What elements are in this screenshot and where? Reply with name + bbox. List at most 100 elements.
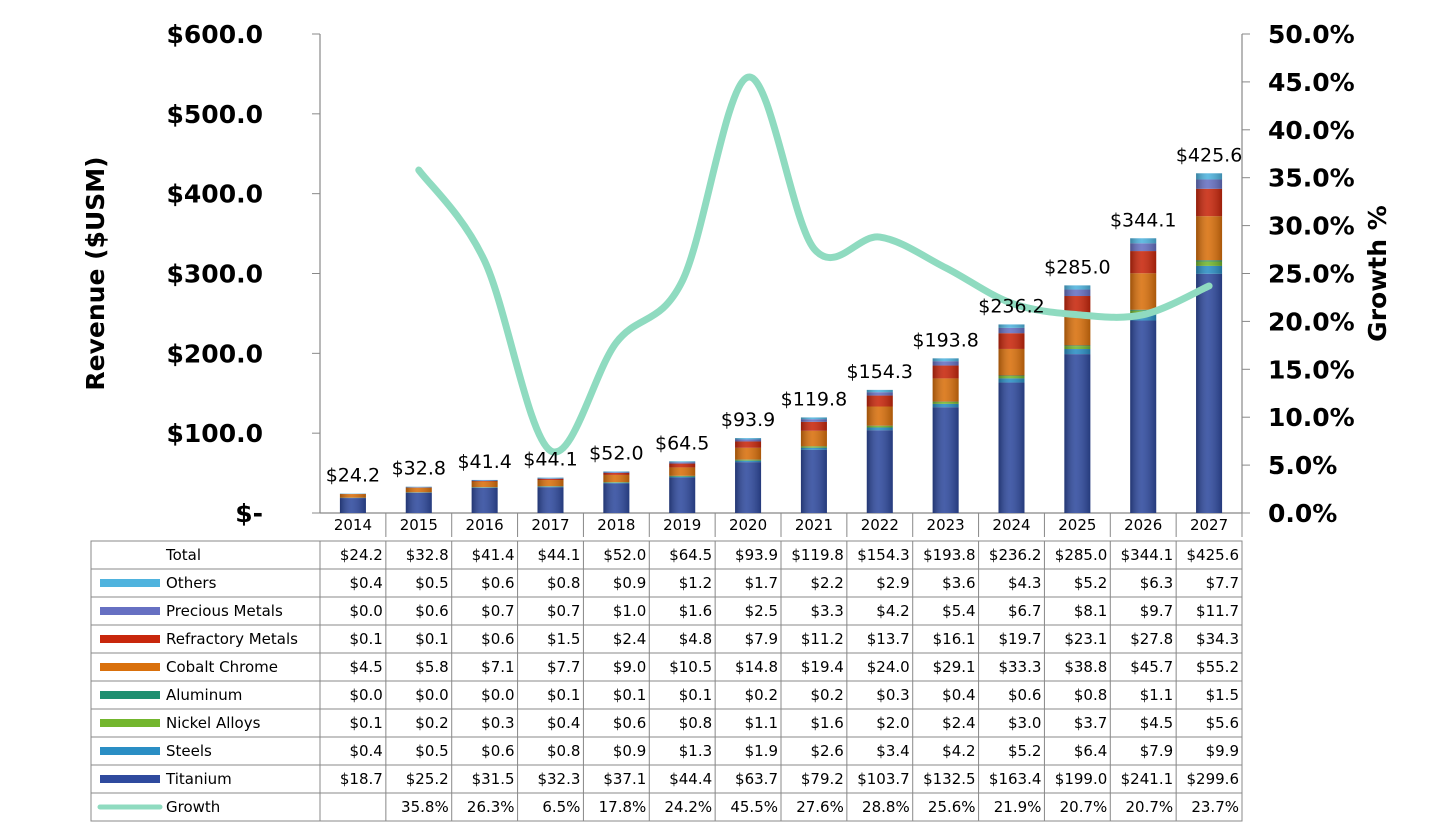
total-data-label: $64.5: [655, 432, 709, 454]
y2-tick-label: 15.0%: [1268, 355, 1355, 384]
table-cell: $34.3: [1196, 630, 1239, 648]
row-label: Others: [166, 574, 217, 592]
table-cell: $38.8: [1064, 658, 1107, 676]
table-cell: $7.1: [481, 658, 514, 676]
bar-shading: [603, 471, 630, 513]
table-cell: $11.2: [801, 630, 844, 648]
y2-tick-label: 35.0%: [1268, 164, 1355, 193]
table-cell: $132.5: [923, 770, 976, 788]
y2-tick-label: 30.0%: [1268, 212, 1355, 241]
y2-tick-label: 0.0%: [1268, 499, 1337, 528]
table-cell: $1.5: [1206, 686, 1239, 704]
table-cell: $64.5: [669, 546, 712, 564]
table-cell: $14.8: [735, 658, 778, 676]
table-cell: $0.2: [415, 714, 448, 732]
x-tick-label: 2026: [1124, 516, 1162, 534]
table-cell: $33.3: [998, 658, 1041, 676]
legend-key: [100, 775, 160, 783]
x-tick-label: 2014: [334, 516, 372, 534]
table-cell: $2.4: [942, 714, 975, 732]
table-cell: $5.4: [942, 602, 975, 620]
table-cell: $0.0: [349, 602, 382, 620]
x-tick-label: 2015: [400, 516, 438, 534]
table-cell: $32.3: [537, 770, 580, 788]
table-cell: $4.5: [1140, 714, 1173, 732]
bar-shading: [405, 486, 432, 513]
table-cell: $7.9: [1140, 742, 1173, 760]
table-cell: $9.7: [1140, 602, 1173, 620]
table-cell: $0.2: [810, 686, 843, 704]
table-cell: $9.9: [1206, 742, 1239, 760]
table-cell: $0.4: [349, 574, 382, 592]
growth-line: [415, 73, 1213, 456]
table-cell: $1.9: [745, 742, 778, 760]
table-cell: $24.2: [340, 546, 383, 564]
table-cell: 6.5%: [542, 798, 580, 816]
legend-key: [100, 719, 160, 727]
table-cell: $3.6: [942, 574, 975, 592]
table-cell: $0.4: [942, 686, 975, 704]
total-data-label: $193.8: [912, 329, 978, 351]
total-data-label: $41.4: [457, 451, 511, 473]
table-cell: $2.9: [876, 574, 909, 592]
bar-shading: [537, 477, 564, 513]
row-label: Total: [165, 546, 201, 564]
x-tick-label: 2021: [795, 516, 833, 534]
table-cell: $6.3: [1140, 574, 1173, 592]
total-data-label: $44.1: [523, 449, 577, 471]
table-cell: $5.2: [1008, 742, 1041, 760]
table-cell: $10.5: [669, 658, 712, 676]
table-cell: $4.8: [679, 630, 712, 648]
total-data-label: $24.2: [326, 465, 380, 487]
table-cell: $0.6: [1008, 686, 1041, 704]
table-cell: $3.3: [810, 602, 843, 620]
y2-tick-label: 20.0%: [1268, 307, 1355, 336]
table-cell: $29.1: [933, 658, 976, 676]
table-cell: $0.9: [613, 742, 646, 760]
table-cell: $25.2: [406, 770, 449, 788]
x-tick-label: 2016: [466, 516, 504, 534]
bar-shading: [800, 417, 827, 513]
table-cell: $241.1: [1121, 770, 1174, 788]
table-cell: $0.5: [415, 742, 448, 760]
total-data-label: $93.9: [721, 409, 775, 431]
total-data-label: $344.1: [1110, 209, 1176, 231]
table-cell: $24.0: [867, 658, 910, 676]
table-cell: $4.5: [349, 658, 382, 676]
table-cell: $236.2: [989, 546, 1042, 564]
table-cell: $163.4: [989, 770, 1042, 788]
table-cell: $0.8: [547, 742, 580, 760]
y-tick-label: $400.0: [167, 180, 263, 209]
table-cell: $285.0: [1055, 546, 1108, 564]
axes: $- $100.0 $200.0 $300.0 $400.0 $500.0 $600.0 0.…: [81, 20, 1392, 528]
table-cell: $55.2: [1196, 658, 1239, 676]
table-cell: $0.8: [1074, 686, 1107, 704]
y2-tick-label: 50.0%: [1268, 20, 1355, 49]
table-cell: $31.5: [472, 770, 515, 788]
table-cell: $7.7: [1206, 574, 1239, 592]
y-tick-label: $-: [235, 499, 263, 528]
table-cell: $5.6: [1206, 714, 1239, 732]
x-tick-label: 2025: [1058, 516, 1096, 534]
table-cell: $37.1: [603, 770, 646, 788]
legend-key: [100, 663, 160, 671]
table-cell: $0.3: [876, 686, 909, 704]
table-cell: $3.4: [876, 742, 909, 760]
total-data-label: $154.3: [847, 361, 913, 383]
bar-series: [339, 173, 1223, 513]
table-cell: $0.1: [547, 686, 580, 704]
table-cell: $13.7: [867, 630, 910, 648]
table-cell: $0.1: [679, 686, 712, 704]
table-cell: $5.2: [1074, 574, 1107, 592]
total-data-label: $119.8: [781, 388, 847, 410]
table-cell: $119.8: [791, 546, 844, 564]
row-label: Aluminum: [166, 686, 242, 704]
table-cell: $7.9: [745, 630, 778, 648]
table-cell: $2.5: [745, 602, 778, 620]
y-tick-label: $500.0: [167, 100, 263, 129]
table-cell: $0.1: [613, 686, 646, 704]
bar-shading: [932, 358, 959, 513]
data-labels: $24.2 $32.8 $41.4 $44.1 $52.0 $64.5 $93.9 $119.…: [326, 144, 1243, 486]
legend-key: [100, 747, 160, 755]
table-cell: $3.0: [1008, 714, 1041, 732]
